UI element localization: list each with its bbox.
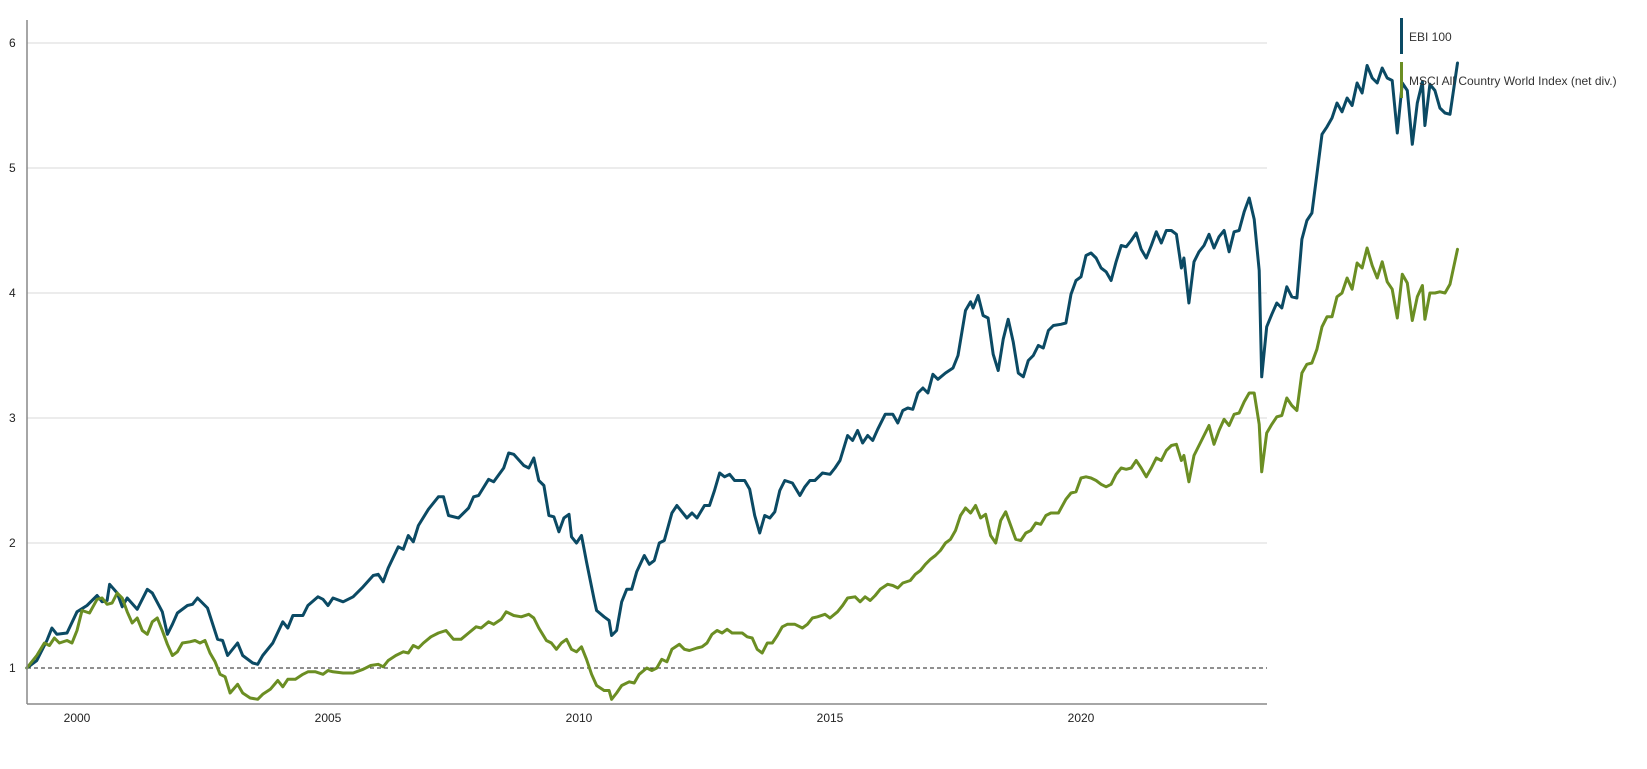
y-axis-labels: 1 2 3 4 5 6 bbox=[9, 36, 16, 675]
y-tick-label-5: 5 bbox=[9, 161, 16, 175]
y-tick-label-3: 3 bbox=[9, 411, 16, 425]
x-tick-label-2005: 2005 bbox=[315, 711, 342, 725]
x-tick-label-2020: 2020 bbox=[1068, 711, 1095, 725]
x-axis-labels: 2000 2005 2010 2015 2020 bbox=[64, 711, 1095, 725]
y-tick-label-6: 6 bbox=[9, 36, 16, 50]
series-line-ebi-100 bbox=[25, 61, 1459, 670]
legend-swatch-msci-acwi bbox=[1400, 62, 1403, 98]
axes bbox=[26, 20, 1267, 705]
series-lines bbox=[25, 61, 1459, 701]
legend-label-ebi-100: EBI 100 bbox=[1409, 30, 1452, 44]
x-tick-label-2015: 2015 bbox=[817, 711, 844, 725]
series-line-msci-acwi bbox=[25, 246, 1459, 701]
x-tick-label-2000: 2000 bbox=[64, 711, 91, 725]
grid-lines bbox=[27, 42, 1267, 669]
y-tick-label-4: 4 bbox=[9, 286, 16, 300]
legend-label-msci-acwi: MSCI All Country World Index (net div.) bbox=[1409, 74, 1617, 88]
y-tick-label-1: 1 bbox=[9, 661, 16, 675]
y-tick-label-2: 2 bbox=[9, 536, 16, 550]
x-tick-label-2010: 2010 bbox=[566, 711, 593, 725]
legend-swatch-ebi-100 bbox=[1400, 18, 1403, 54]
